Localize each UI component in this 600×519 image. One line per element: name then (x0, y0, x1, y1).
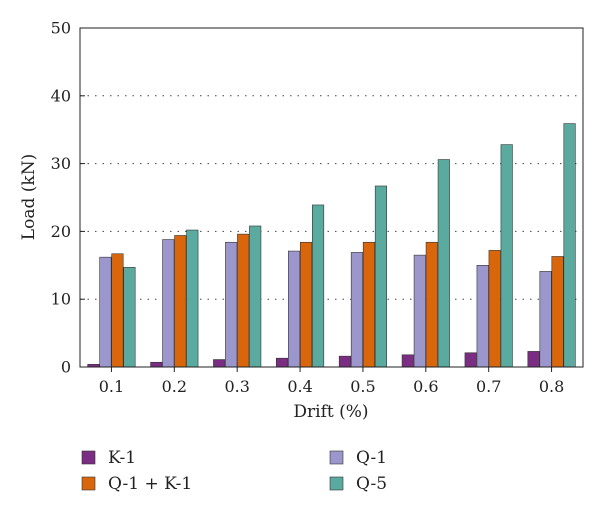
bar-k-1-0.3 (213, 359, 226, 368)
bar-q-5-0.2 (186, 229, 199, 368)
bar-q-1-0.6 (413, 254, 426, 368)
bar-q-1-0.5 (350, 252, 363, 368)
x-tick-label: 0.4 (287, 377, 312, 396)
bar-q-1-k-1-0.1 (111, 253, 124, 368)
x-axis-label: Drift (%) (293, 402, 368, 422)
x-tick-label: 0.2 (162, 377, 187, 396)
y-axis-ticks: 0 10 20 30 40 50 (51, 19, 85, 377)
bar-q-1-0.3 (225, 241, 238, 368)
x-tick-label: 0.6 (413, 377, 438, 396)
legend-swatch (81, 450, 96, 465)
x-tick-label: 0.7 (476, 377, 501, 396)
x-tick-label: 0.3 (224, 377, 249, 396)
bar-q-5-0.4 (312, 204, 325, 368)
bar-q-5-0.7 (500, 144, 513, 368)
bar-q-5-0.1 (123, 267, 136, 368)
bar-q-1-0.1 (99, 256, 112, 368)
bar-q-5-0.3 (249, 225, 262, 368)
bar-q-1-0.2 (162, 239, 175, 368)
x-tick-label: 0.8 (539, 377, 564, 396)
bar-k-1-0.7 (464, 352, 477, 368)
bar-q-1-k-1-0.5 (362, 241, 375, 368)
y-tick-label: 50 (51, 19, 71, 38)
legend-label: Q-5 (356, 474, 387, 494)
legend-label: Q-1 (356, 448, 387, 468)
bar-k-1-0.5 (338, 355, 351, 368)
bar-q-1-k-1-0.6 (425, 241, 438, 368)
bar-q-1-k-1-0.2 (174, 235, 187, 368)
bar-q-1-0.7 (476, 264, 489, 368)
bar-q-5-0.8 (563, 123, 576, 368)
legend: K-1 Q-1 Q-1 + K-1 Q-5 (81, 448, 387, 494)
x-tick-label: 0.1 (99, 377, 124, 396)
bar-q-5-0.6 (437, 159, 450, 368)
bar-k-1-0.2 (150, 361, 163, 368)
y-tick-label: 20 (51, 222, 71, 241)
legend-swatch (329, 476, 344, 491)
bar-k-1-0.6 (401, 354, 414, 368)
x-axis-ticks: 0.1 0.2 0.3 0.4 0.5 0.6 0.7 0.8 (99, 367, 564, 396)
y-tick-label: 40 (51, 86, 71, 105)
legend-label: K-1 (108, 448, 136, 468)
bar-q-1-0.8 (539, 271, 552, 368)
bar-q-1-k-1-0.7 (488, 250, 501, 368)
legend-swatch (81, 476, 96, 491)
bar-k-1-0.4 (276, 357, 289, 368)
y-tick-label: 30 (51, 154, 71, 173)
bar-q-1-k-1-0.3 (237, 233, 250, 368)
x-tick-label: 0.5 (350, 377, 375, 396)
y-tick-label: 10 (51, 290, 71, 309)
bar-k-1-0.8 (527, 351, 540, 368)
y-axis-label: Load (kN) (19, 154, 39, 240)
legend-swatch (329, 450, 344, 465)
bar-q-1-0.4 (288, 250, 301, 368)
bar-q-5-0.5 (374, 185, 387, 368)
bars (87, 123, 576, 368)
plot-frame (79, 27, 584, 368)
bar-q-1-k-1-0.4 (300, 241, 313, 368)
y-tick-label: 0 (61, 358, 71, 377)
legend-label: Q-1 + K-1 (108, 474, 192, 494)
bar-q-1-k-1-0.8 (551, 256, 564, 368)
